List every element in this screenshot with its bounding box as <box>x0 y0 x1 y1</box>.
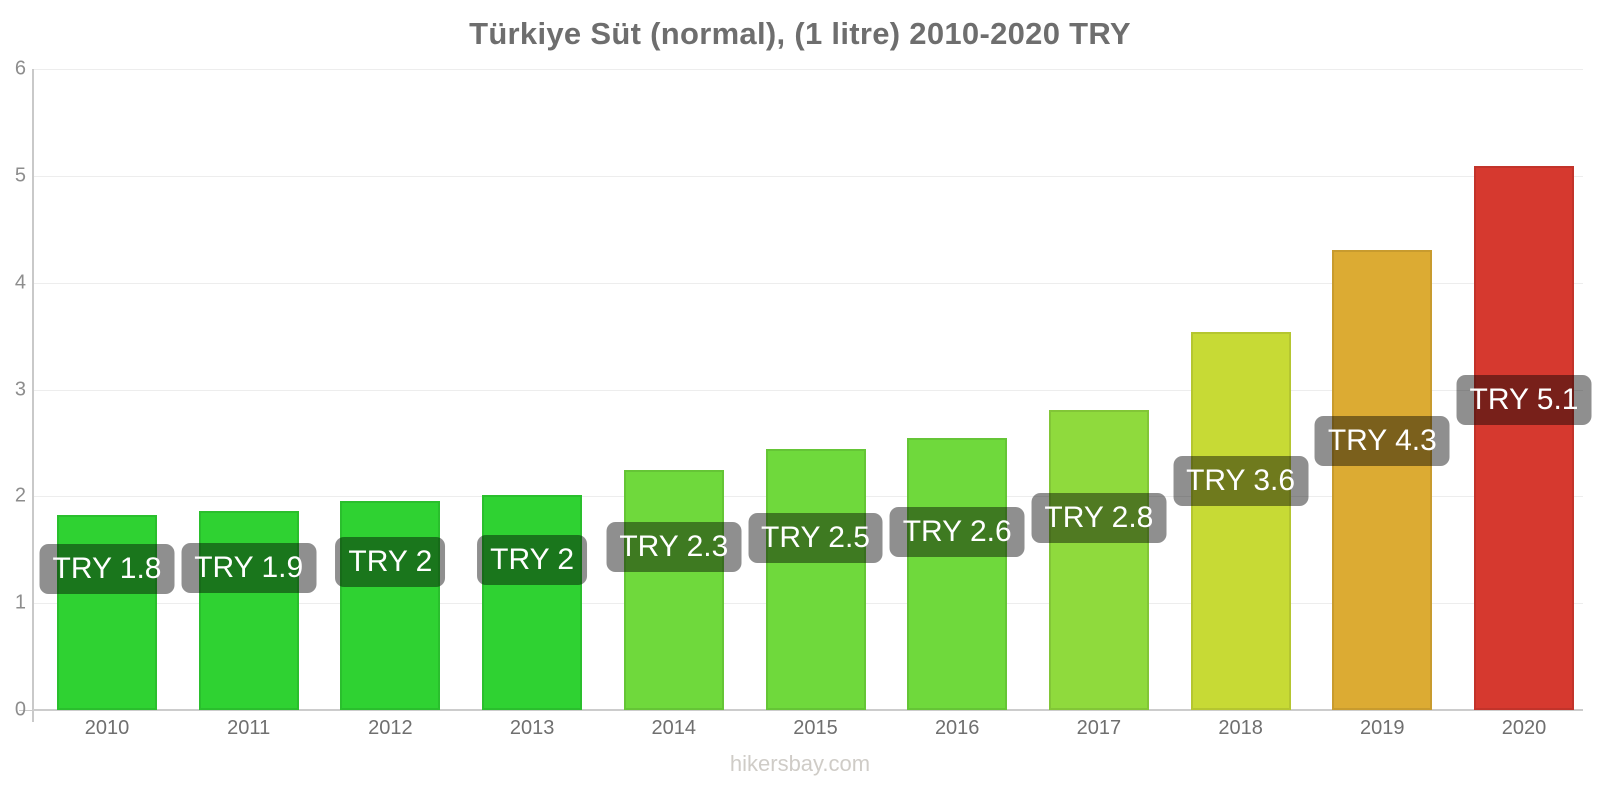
y-axis-tick-label: 3 <box>14 378 26 400</box>
y-axis-tick-label: 0 <box>14 698 26 721</box>
x-axis-label-2015: 2015 <box>793 717 838 739</box>
y-axis-zero-tick <box>19 710 33 711</box>
value-badge-2016: TRY 2.6 <box>889 506 1025 557</box>
bar-2013[interactable] <box>482 495 583 710</box>
gridline-y4 <box>34 282 1583 284</box>
gridline-y6 <box>34 69 1583 71</box>
x-axis-label-2013: 2013 <box>509 717 555 739</box>
bar-2014[interactable] <box>623 469 724 710</box>
value-badge-2013: TRY 2 <box>477 534 588 585</box>
value-badge-2019: TRY 4.3 <box>1314 415 1450 466</box>
bar-2010[interactable] <box>57 514 157 710</box>
value-badge-2014: TRY 2.3 <box>606 522 742 573</box>
bar-2017[interactable] <box>1048 409 1149 710</box>
y-axis-tick-label: 2 <box>14 484 26 507</box>
value-badge-2010: TRY 1.8 <box>39 544 175 595</box>
x-axis-label-2012: 2012 <box>368 717 413 739</box>
y-axis-tick-label: 6 <box>14 57 26 80</box>
x-axis-label-2017: 2017 <box>1076 717 1122 739</box>
bar-2011[interactable] <box>198 511 299 710</box>
y-axis-tick-label: 4 <box>14 271 26 294</box>
bar-2019[interactable] <box>1332 249 1433 710</box>
y-axis-tick-label: 5 <box>14 164 26 187</box>
value-badge-2011: TRY 1.9 <box>181 542 317 593</box>
x-axis-label-2018: 2018 <box>1218 717 1263 739</box>
x-axis-label-2016: 2016 <box>934 717 980 739</box>
y-axis-tick-label: 1 <box>14 591 26 614</box>
chart-title: Türkiye Süt (normal), (1 litre) 2010-202… <box>469 16 1131 51</box>
x-axis-line <box>33 709 1583 711</box>
value-badge-2020: TRY 5.1 <box>1456 375 1592 426</box>
x-axis-label-2019: 2019 <box>1360 717 1405 739</box>
bar-2018[interactable] <box>1190 331 1291 710</box>
value-badge-2015: TRY 2.5 <box>748 512 883 563</box>
x-axis-label-2014: 2014 <box>651 717 697 739</box>
gridline-y5 <box>34 175 1583 177</box>
y-axis-line <box>32 69 34 722</box>
value-badge-2018: TRY 3.6 <box>1173 455 1309 506</box>
bar-2016[interactable] <box>907 437 1008 710</box>
x-axis-label-2011: 2011 <box>227 717 271 739</box>
source-attribution: hikersbay.com <box>729 751 871 776</box>
value-badge-2012: TRY 2 <box>335 537 446 588</box>
x-axis-label-2020: 2020 <box>1501 717 1547 739</box>
gridline-y3 <box>34 389 1583 391</box>
value-badge-2017: TRY 2.8 <box>1031 493 1167 544</box>
bar-2015[interactable] <box>765 449 866 710</box>
bar-2012[interactable] <box>340 500 441 710</box>
x-axis-label-2010: 2010 <box>84 717 130 739</box>
bar-2020[interactable] <box>1474 166 1574 710</box>
